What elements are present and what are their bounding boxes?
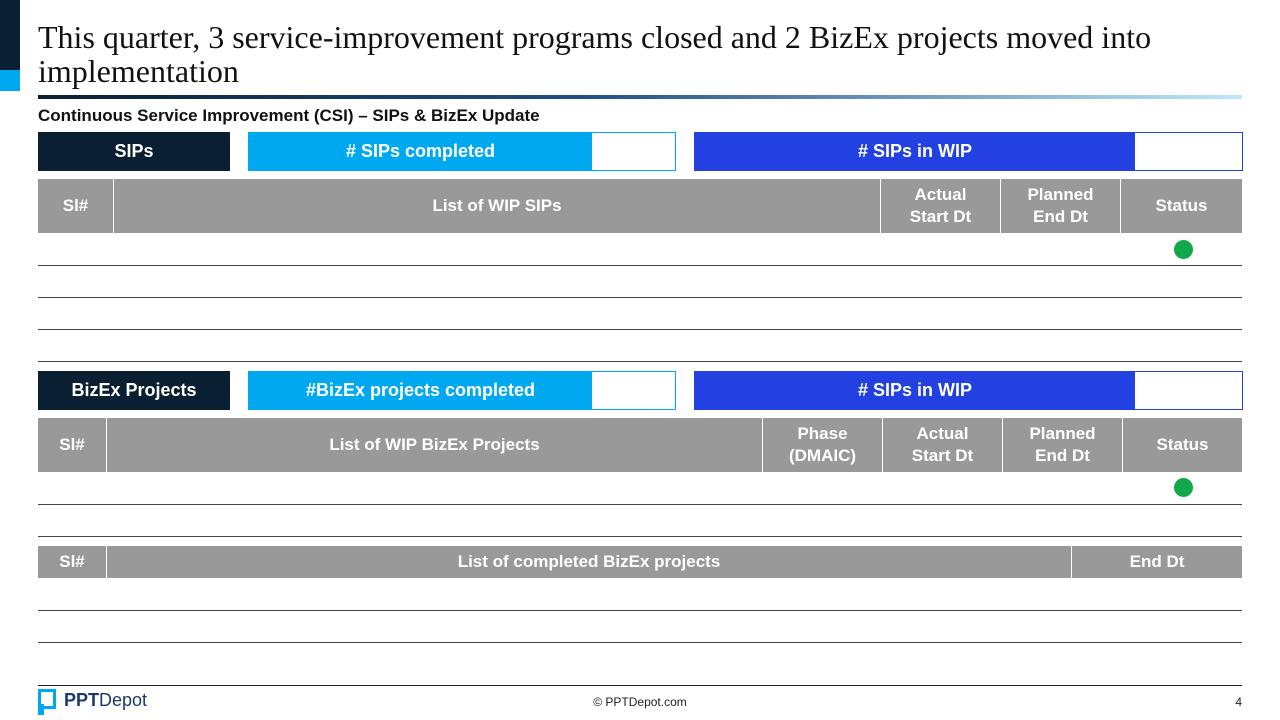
pptdepot-logo: PPTDepot [64, 690, 147, 711]
bizex-wip-value[interactable] [1135, 372, 1242, 409]
bizex-wip-kpi: # SIPs in WIP [694, 371, 1243, 410]
col-planned-end: Planned End Dt [1000, 179, 1120, 233]
bizex-completed-label: #BizEx projects completed [249, 372, 592, 409]
col-status: Status [1122, 418, 1242, 472]
col-actual-start: Actual Start Dt [880, 179, 1000, 233]
col-sl: Sl# [59, 552, 85, 571]
slide-subtitle: Continuous Service Improvement (CSI) – S… [38, 106, 540, 125]
completed-table-header: Sl# List of completed BizEx projects End… [38, 546, 1242, 578]
bizex-completed-kpi: #BizEx projects completed [248, 371, 676, 410]
sips-completed-value[interactable] [592, 133, 675, 170]
table-row [38, 504, 1242, 505]
pptdepot-logo-icon [38, 689, 56, 715]
sips-wip-kpi: # SIPs in WIP [694, 132, 1243, 171]
col-actual-start: Actual Start Dt [882, 418, 1002, 472]
table-row [38, 297, 1242, 298]
col-sl: Sl# [59, 435, 85, 454]
table-row [38, 361, 1242, 362]
accent-bar-blue [0, 70, 20, 91]
sips-label-box: SIPs [38, 132, 230, 171]
sips-table-header: Sl# List of WIP SIPs Actual Start Dt Pla… [38, 179, 1242, 233]
slide-title: This quarter, 3 service-improvement prog… [38, 19, 1152, 89]
status-dot-green [1174, 478, 1193, 497]
bizex-label: BizEx Projects [71, 380, 197, 400]
col-completed-bizex: List of completed BizEx projects [106, 546, 1071, 578]
table-row [38, 329, 1242, 330]
table-row [38, 536, 1242, 537]
col-status: Status [1120, 179, 1242, 233]
title-divider [38, 95, 1242, 99]
page-number: 4 [1235, 695, 1242, 709]
bizex-wip-label: # SIPs in WIP [695, 372, 1135, 409]
status-dot-green [1174, 240, 1193, 259]
col-wip-bizex: List of WIP BizEx Projects [106, 418, 762, 472]
sips-label: SIPs [114, 141, 154, 161]
accent-bar-dark [0, 0, 20, 70]
col-sl: Sl# [62, 196, 89, 215]
sips-wip-label: # SIPs in WIP [695, 133, 1135, 170]
copyright: © PPTDepot.com [593, 695, 687, 709]
table-row [38, 610, 1242, 611]
col-planned-end: Planned End Dt [1002, 418, 1122, 472]
sips-wip-value[interactable] [1135, 133, 1242, 170]
sips-completed-label: # SIPs completed [249, 133, 592, 170]
table-row [38, 642, 1242, 643]
bizex-label-box: BizEx Projects [38, 371, 230, 410]
bizex-completed-value[interactable] [592, 372, 675, 409]
col-wip-sips: List of WIP SIPs [113, 179, 880, 233]
bizex-table-header: Sl# List of WIP BizEx Projects Phase (DM… [38, 418, 1242, 472]
col-phase: Phase (DMAIC) [762, 418, 882, 472]
logo-bold-text: PPT [64, 690, 100, 710]
table-row [38, 265, 1242, 266]
sips-completed-kpi: # SIPs completed [248, 132, 676, 171]
footer-divider [38, 685, 1242, 686]
col-end-dt: End Dt [1071, 546, 1242, 578]
logo-rest-text: Depot [99, 690, 148, 710]
